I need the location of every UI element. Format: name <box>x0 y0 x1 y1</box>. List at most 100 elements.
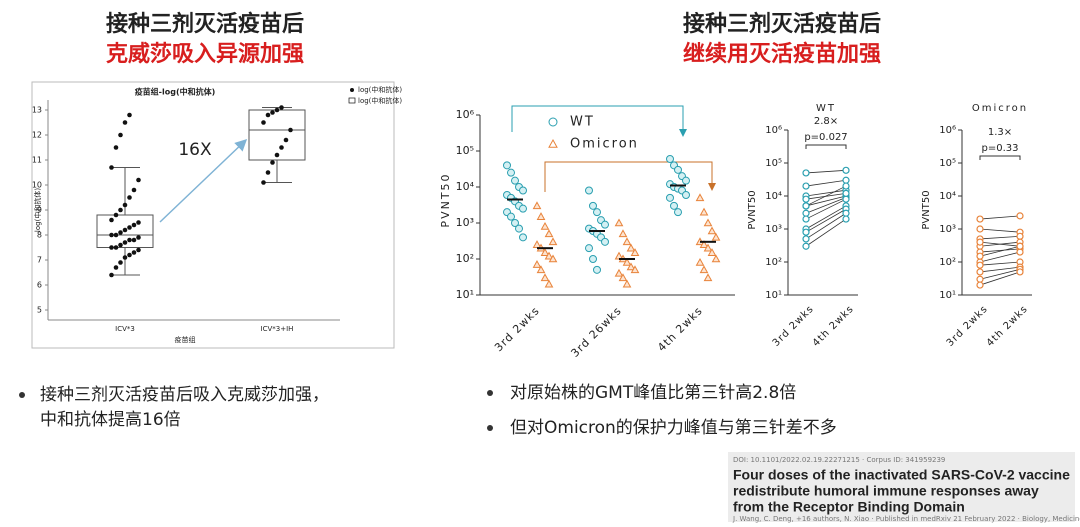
data-point <box>707 248 717 256</box>
paper-title: Four doses of the inactivated SARS-CoV-2… <box>733 467 1070 483</box>
y-tick-label: 10⁵ <box>939 158 956 169</box>
data-point <box>127 112 132 118</box>
data-point <box>618 273 628 282</box>
data-point <box>288 127 293 133</box>
data-point <box>622 257 632 266</box>
data-point <box>593 265 601 274</box>
fold-change: 2.8× <box>814 116 838 127</box>
data-point <box>270 110 275 115</box>
data-point <box>136 247 141 253</box>
pair-line <box>805 179 847 187</box>
data-point <box>976 261 984 269</box>
y-tick-label: 10² <box>939 257 956 268</box>
pair-line <box>979 215 1021 220</box>
pair-line <box>979 245 1021 257</box>
fold-change: 1.3× <box>988 127 1012 138</box>
data-point <box>118 242 123 248</box>
pair-line <box>979 251 1021 263</box>
data-point <box>265 112 271 118</box>
y-tick-label: 11 <box>32 156 42 165</box>
bracket <box>979 155 1021 160</box>
data-point <box>682 190 690 199</box>
data-point <box>630 265 640 274</box>
y-tick-label: 9 <box>37 206 42 215</box>
data-point <box>695 257 705 266</box>
x-axis-label: 疫苗组 <box>175 335 196 344</box>
pair-line <box>979 266 1021 273</box>
data-point <box>842 166 850 174</box>
data-point <box>515 224 523 233</box>
data-point <box>540 273 550 282</box>
data-point <box>131 250 137 255</box>
data-point <box>136 220 141 225</box>
data-point <box>699 240 709 248</box>
pair-line <box>979 228 1021 233</box>
legend-label: log(中和抗体) <box>358 85 402 94</box>
bullet <box>487 425 493 431</box>
data-point <box>622 237 632 246</box>
data-point <box>976 215 984 223</box>
data-point <box>601 237 609 246</box>
data-point <box>802 215 810 223</box>
data-point <box>270 160 275 165</box>
y-axis-label: PVNT50 <box>747 190 758 229</box>
data-point <box>122 227 128 233</box>
data-point <box>699 207 709 216</box>
x-tick-label: ICV*3+IH <box>261 325 294 333</box>
paper-card <box>728 452 1075 522</box>
chart-title: Omicron <box>972 103 1028 114</box>
data-point <box>118 230 123 235</box>
data-point <box>842 189 850 197</box>
data-point <box>536 265 546 274</box>
data-point <box>283 137 289 143</box>
arrow <box>159 138 248 223</box>
data-point <box>1016 248 1024 256</box>
data-point <box>614 218 624 227</box>
data-point <box>842 176 850 184</box>
data-point <box>1016 232 1024 240</box>
data-point <box>131 237 137 243</box>
data-point <box>601 220 609 229</box>
data-point <box>976 281 984 289</box>
y-tick-label: 10⁴ <box>456 180 475 193</box>
data-point <box>279 105 284 110</box>
data-point <box>802 228 810 236</box>
data-point <box>802 195 810 203</box>
data-point <box>589 255 597 263</box>
y-tick-label: 10³ <box>939 224 956 235</box>
data-point <box>540 221 550 230</box>
data-point <box>265 170 271 175</box>
data-point <box>548 237 558 246</box>
y-tick-label: 13 <box>32 106 42 115</box>
legend-label: Omicron <box>570 137 639 152</box>
y-tick-label: 12 <box>32 131 42 140</box>
data-point <box>136 177 141 183</box>
pair-line <box>805 169 847 174</box>
bullet-text: 对原始株的GMT峰值比第三针高2.8倍 <box>510 383 796 403</box>
data-point <box>122 202 128 208</box>
y-tick-label: 10⁵ <box>765 158 782 169</box>
data-point <box>544 251 554 260</box>
x-tick-label: 3rd 26wks <box>568 304 624 360</box>
pair-line <box>805 195 847 207</box>
heading: 接种三剂灭活疫苗后 <box>683 11 881 37</box>
x-tick-label: ICV*3 <box>115 325 135 333</box>
x-tick-label: 4th 2wks <box>655 304 705 354</box>
paper-title: redistribute humoral immune responses aw… <box>733 483 1039 499</box>
data-point <box>127 225 132 230</box>
plot-frame <box>31 81 395 349</box>
chart-title: 疫苗组-log(中和抗体) <box>135 87 216 97</box>
arrow <box>511 105 687 137</box>
data-point <box>703 273 713 282</box>
data-point <box>261 120 266 125</box>
heading-red: 克威莎吸入异源加强 <box>106 41 304 67</box>
p-value: p=0.027 <box>804 132 847 143</box>
data-point <box>548 254 558 263</box>
data-point <box>626 262 636 271</box>
data-point <box>976 252 984 260</box>
y-tick-label: 10¹ <box>765 290 782 301</box>
data-point <box>802 202 810 210</box>
x-tick-label: 3rd 2wks <box>945 303 991 349</box>
data-point <box>118 207 123 213</box>
y-tick-label: 10 <box>32 181 42 190</box>
